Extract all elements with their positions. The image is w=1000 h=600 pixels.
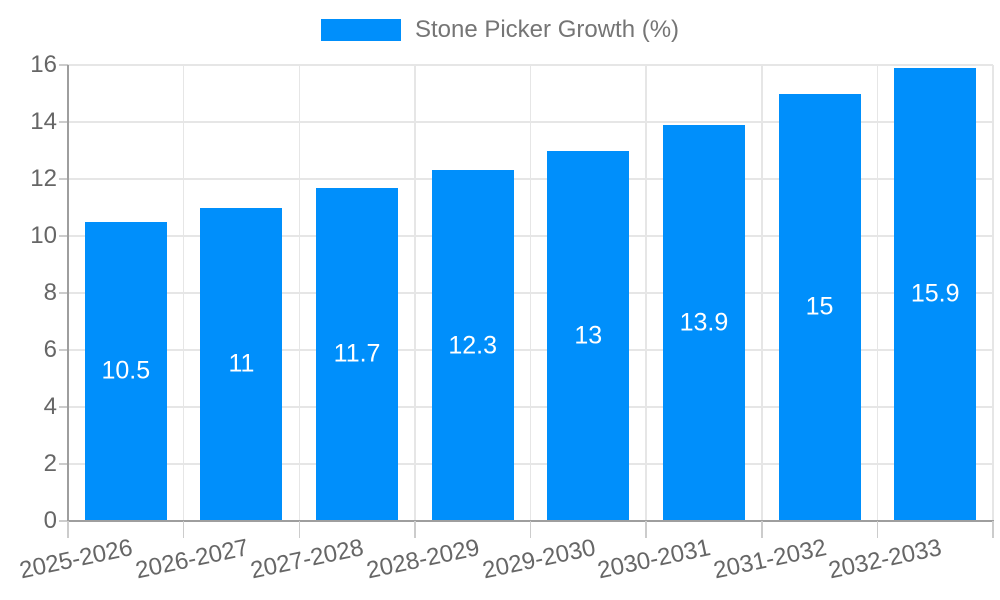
bar-2031-2032[interactable]: 15 bbox=[778, 93, 861, 521]
y-axis-tick bbox=[59, 121, 68, 123]
bar-2028-2029[interactable]: 12.3 bbox=[431, 170, 514, 521]
y-axis-line bbox=[67, 65, 69, 522]
y-axis-tick bbox=[59, 235, 68, 237]
bar-value-label: 15.9 bbox=[910, 279, 960, 308]
bar-2025-2026[interactable]: 10.5 bbox=[84, 221, 167, 521]
y-axis-tick bbox=[59, 64, 68, 66]
x-axis-label: 2032-2033 bbox=[826, 534, 945, 585]
x-axis-label: 2026-2027 bbox=[132, 534, 251, 585]
gridline-vertical bbox=[414, 65, 416, 521]
gridline-vertical bbox=[529, 65, 532, 521]
legend-label: Stone Picker Growth (%) bbox=[414, 16, 680, 43]
bar-value-label: 13 bbox=[574, 321, 603, 350]
x-axis-tick bbox=[876, 521, 879, 538]
x-axis-tick bbox=[298, 521, 300, 538]
gridline-vertical bbox=[182, 65, 185, 521]
y-axis-tick bbox=[59, 349, 68, 351]
bar-value-label: 13.9 bbox=[679, 308, 729, 337]
x-axis-label: 2031-2032 bbox=[710, 534, 829, 585]
x-axis-label: 2029-2030 bbox=[479, 534, 598, 585]
legend-swatch[interactable] bbox=[320, 19, 401, 41]
y-tick-label: 10 bbox=[30, 222, 57, 249]
bar-value-label: 10.5 bbox=[101, 356, 151, 385]
x-axis-tick bbox=[67, 521, 69, 538]
bar-2029-2030[interactable]: 13 bbox=[547, 150, 630, 521]
y-axis-tick bbox=[59, 463, 68, 465]
y-tick-label: 12 bbox=[30, 165, 57, 192]
x-axis-label: 2027-2028 bbox=[248, 534, 367, 585]
y-tick-label: 14 bbox=[30, 108, 57, 135]
x-axis-tick bbox=[992, 521, 994, 538]
gridline-vertical bbox=[876, 65, 879, 521]
x-axis-tick bbox=[414, 521, 416, 538]
bar-2030-2031[interactable]: 13.9 bbox=[662, 124, 745, 521]
y-axis-tick bbox=[59, 406, 68, 408]
gridline-vertical bbox=[992, 65, 994, 521]
plot-area: 10.5 11 11.7 12.3 13 13.9 15 15.9 bbox=[68, 64, 994, 521]
y-tick-label: 6 bbox=[43, 336, 57, 363]
x-axis-label: 2030-2031 bbox=[595, 534, 714, 585]
bar-2027-2028[interactable]: 11.7 bbox=[316, 187, 399, 521]
bar-value-label: 12.3 bbox=[448, 331, 498, 360]
x-axis-tick bbox=[529, 521, 532, 538]
bar-value-label: 11 bbox=[228, 349, 255, 378]
x-axis-tick bbox=[761, 521, 763, 538]
bar-value-label: 11.7 bbox=[333, 339, 381, 368]
legend[interactable]: Stone Picker Growth (%) bbox=[0, 16, 1000, 44]
x-axis-tick bbox=[645, 521, 647, 538]
bar-2026-2027[interactable]: 11 bbox=[200, 207, 283, 521]
y-tick-label: 16 bbox=[30, 51, 57, 78]
x-axis-label: 2028-2029 bbox=[363, 534, 482, 585]
y-axis-tick bbox=[59, 520, 68, 522]
gridline-vertical bbox=[298, 65, 300, 521]
bar-value-label: 15 bbox=[805, 292, 834, 321]
y-axis-tick bbox=[59, 178, 68, 180]
y-tick-label: 4 bbox=[43, 393, 57, 420]
y-axis-tick bbox=[59, 292, 68, 294]
x-axis-label: 2025-2026 bbox=[17, 534, 136, 585]
y-tick-label: 0 bbox=[43, 507, 57, 534]
y-tick-label: 2 bbox=[43, 450, 57, 477]
y-tick-label: 8 bbox=[43, 279, 57, 306]
gridline-vertical bbox=[761, 65, 763, 521]
bar-2032-2033[interactable]: 15.9 bbox=[894, 67, 977, 521]
gridline-vertical bbox=[645, 65, 647, 521]
x-axis-tick bbox=[182, 521, 185, 538]
